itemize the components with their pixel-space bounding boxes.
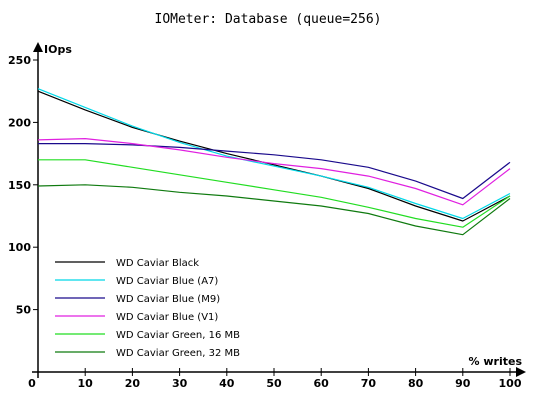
series-line-4 (37, 138, 511, 206)
chart-axes: IOps % writes 50 100 150 200 250 0 10 20 30 40 50 60 7… (8, 42, 526, 390)
y-tick-label: 50 (16, 304, 32, 317)
legend-label: WD Caviar Green, 16 MB (116, 330, 240, 341)
legend-label: WD Caviar Green, 32 MB (116, 348, 240, 359)
x-tick-label: 100 (499, 377, 522, 390)
y-tick-label: 100 (8, 241, 31, 254)
chart-title: IOMeter: Database (queue=256) (155, 12, 382, 27)
x-tick-label: 10 (78, 377, 94, 390)
x-tick-label: 40 (219, 377, 235, 390)
legend: WD Caviar Black WD Caviar Blue (A7) WD Cav… (55, 258, 240, 359)
y-tick-label: 150 (8, 179, 31, 192)
x-tick-label: 80 (408, 377, 424, 390)
y-tick-label: 200 (8, 116, 31, 129)
series-line-3 (38, 143, 511, 200)
x-tick-label: 50 (266, 377, 282, 390)
x-axis-label: % writes (469, 355, 523, 368)
series-line-6 (37, 184, 511, 236)
x-axis-arrow (516, 367, 526, 377)
x-tick-label: 60 (314, 377, 330, 390)
y-axis-label: IOps (44, 43, 72, 56)
series-line-1 (37, 90, 511, 222)
x-tick-label: 90 (455, 377, 471, 390)
series-line-5 (38, 159, 511, 228)
legend-label: WD Caviar Black (116, 258, 199, 269)
series-group (37, 88, 511, 236)
legend-label: WD Caviar Blue (V1) (116, 312, 218, 323)
x-tick-label: 0 (28, 377, 36, 390)
y-axis-arrow (33, 42, 43, 52)
series-line-2 (37, 88, 511, 220)
legend-label: WD Caviar Blue (M9) (116, 294, 220, 305)
x-tick-label: 70 (361, 377, 377, 390)
legend-label: WD Caviar Blue (A7) (116, 276, 218, 287)
x-tick-label: 30 (172, 377, 188, 390)
y-tick-label: 250 (8, 54, 31, 67)
x-tick-label: 20 (125, 377, 141, 390)
